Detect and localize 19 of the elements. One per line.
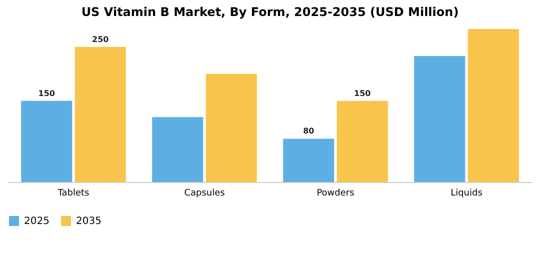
bar — [336, 100, 388, 182]
x-tick-label: Powders — [316, 188, 355, 198]
bar — [206, 74, 257, 182]
data-label: 150 — [38, 88, 56, 98]
bar — [21, 100, 72, 182]
data-label: 80 — [303, 126, 315, 136]
x-tick-label: Capsules — [184, 188, 226, 198]
data-label: 150 — [354, 88, 372, 98]
bar — [74, 46, 126, 182]
x-tick-label: Liquids — [450, 188, 483, 198]
x-tick-label: Tablets — [56, 188, 90, 198]
chart-title: US Vitamin B Market, By Form, 2025-2035 (USD Million) — [81, 5, 459, 19]
data-label: 250 — [92, 34, 110, 44]
bar — [152, 117, 204, 182]
bar — [468, 29, 519, 182]
legend-label: 2035 — [76, 216, 102, 227]
bar — [414, 56, 466, 182]
legend-label: 2025 — [24, 216, 50, 227]
bar — [283, 138, 334, 182]
